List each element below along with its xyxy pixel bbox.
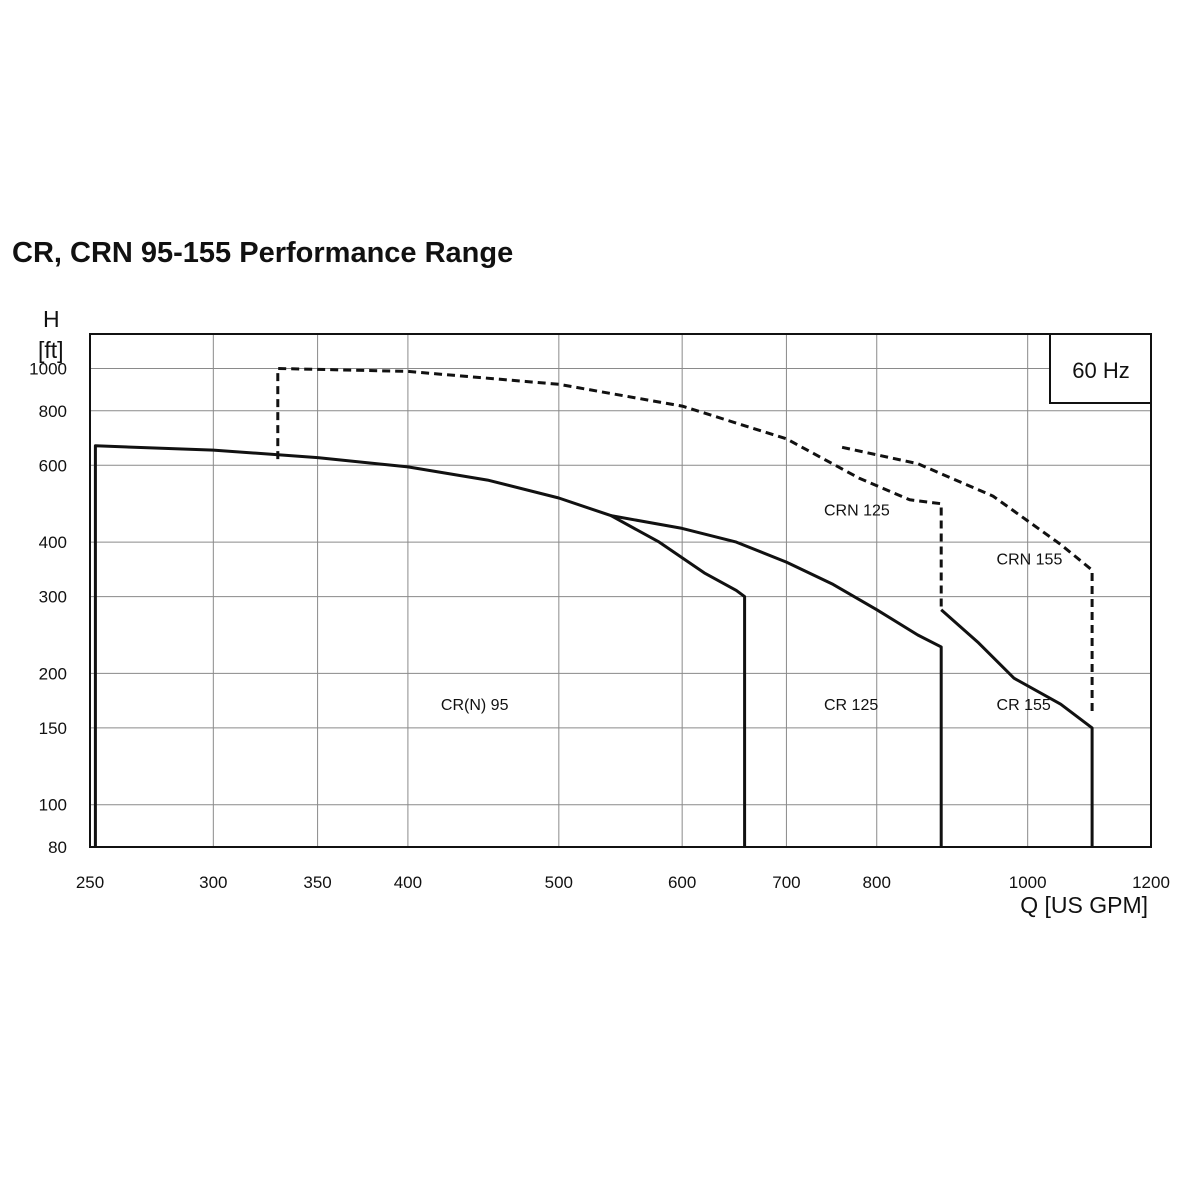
solid-range-curve [93,444,747,847]
y-tick-label: 300 [39,588,67,607]
x-tick-label: 600 [668,873,696,892]
x-tick-label: 400 [394,873,422,892]
y-tick-label: 1000 [29,360,67,379]
y-tick-label: 150 [39,719,67,738]
tick-labels: 250 300 350 400 500 600 700 800 1000 1200 80 100 150… [29,360,1170,892]
x-tick-label: 300 [199,873,227,892]
chart-title: CR, CRN 95-155 Performance Range [12,237,513,269]
y-tick-label: 200 [39,664,67,683]
dashed-range-curve [276,367,943,610]
x-tick-label: 500 [545,873,573,892]
y-tick-label: 800 [39,402,67,421]
x-tick-label: 700 [772,873,800,892]
region-labels: CR(N) 95 CR 125 CR 155 CRN 125 CRN 155 [441,503,1063,714]
x-tick-label: 1000 [1009,873,1047,892]
dashed-range-curve [841,445,1094,716]
grid [89,334,1152,848]
series-layer [93,367,1094,847]
region-label: CRN 125 [824,503,890,520]
region-label: CR 155 [997,697,1051,714]
x-tick-label: 250 [76,873,104,892]
y-axis-symbol: H [43,306,60,332]
frequency-label: 60 Hz [1072,358,1129,383]
y-tick-label: 400 [39,533,67,552]
x-tick-label: 350 [303,873,331,892]
frequency-legend: 60 Hz [1049,333,1152,404]
plot-frame [89,333,1152,848]
x-tick-label: 800 [863,873,891,892]
y-tick-label: 600 [39,456,67,475]
y-tick-label: 80 [48,838,67,857]
solid-range-curve [940,608,1094,847]
x-axis-label: Q [US GPM] [1020,892,1148,918]
x-tick-label: 1200 [1132,873,1170,892]
region-label: CRN 155 [997,552,1063,569]
y-tick-label: 100 [39,796,67,815]
region-label: CR(N) 95 [441,697,509,714]
region-label: CR 125 [824,697,878,714]
y-axis-unit: [ft] [38,337,64,363]
solid-range-curve [610,514,943,847]
frequency-legend-box [1049,333,1152,404]
